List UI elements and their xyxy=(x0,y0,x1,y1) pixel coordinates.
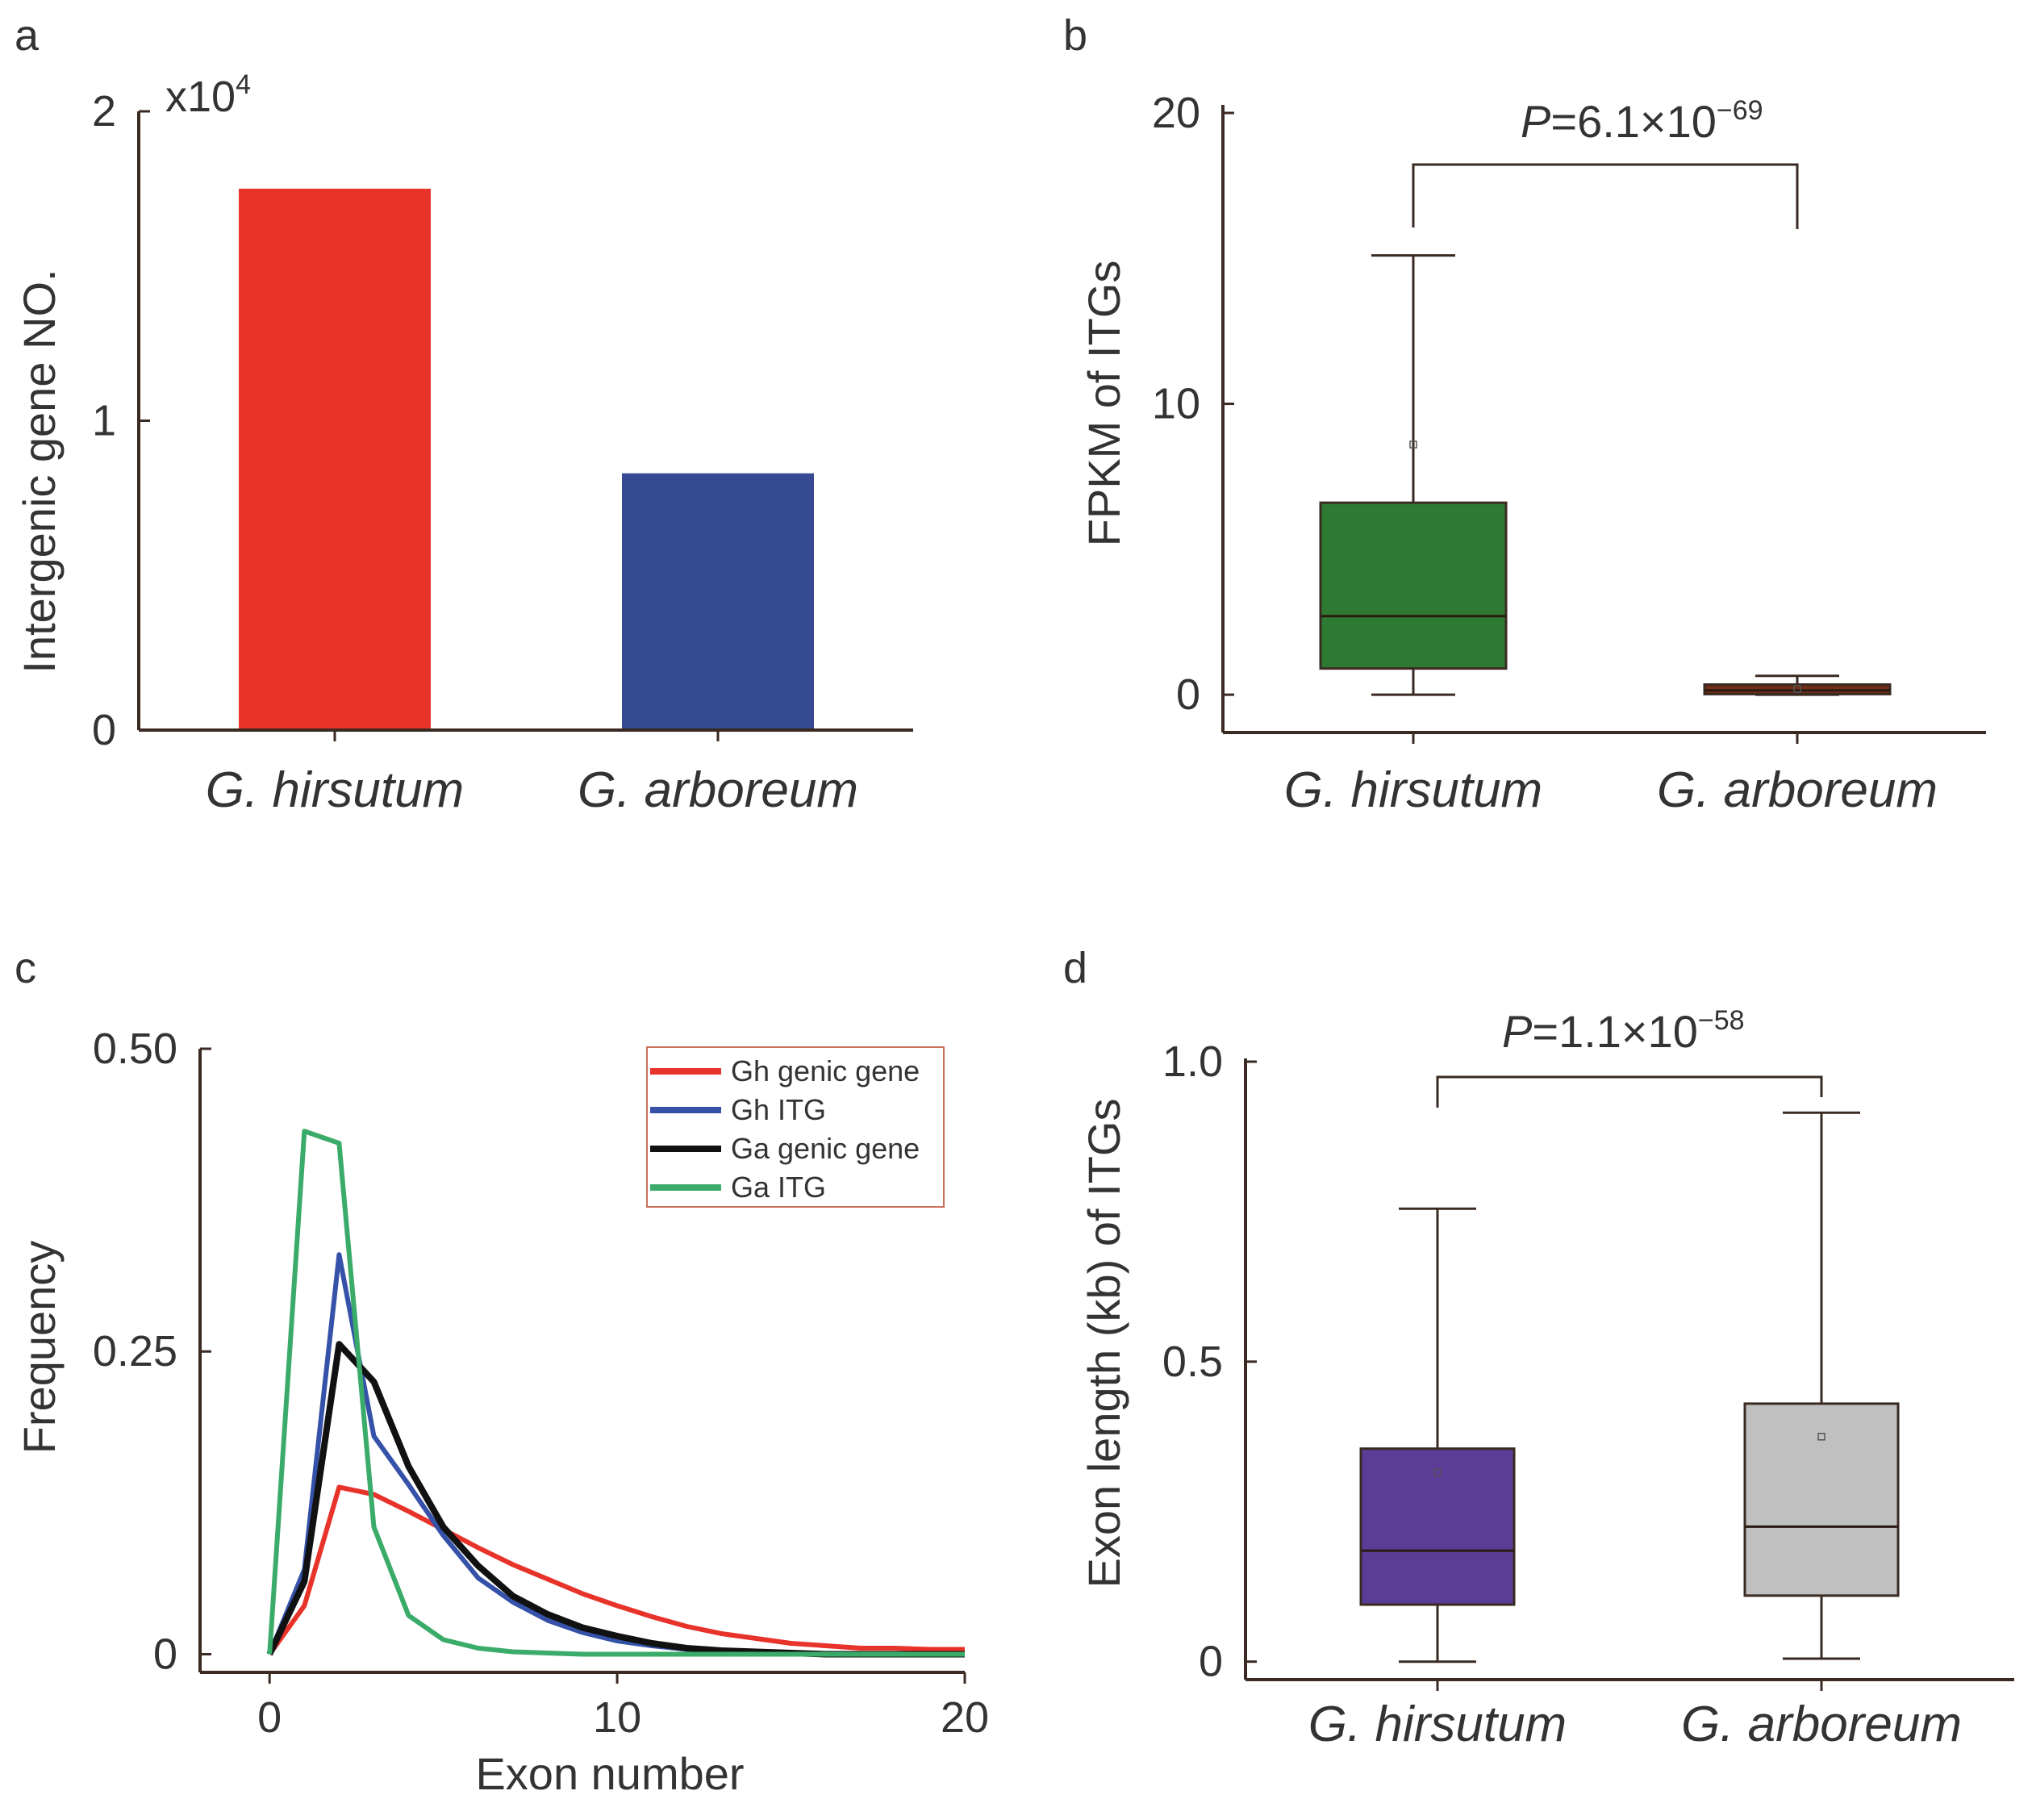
panel-d-pvalue: P=1.1×10−58 xyxy=(1502,1005,1745,1057)
panel-d-ytick-label: 0 xyxy=(1199,1638,1223,1686)
panel-a-ylabel: Intergenic gene NO. xyxy=(14,269,65,673)
panel-d-ylabel: Exon length (kb) of ITGs xyxy=(1079,1099,1129,1588)
panel-b-category-label: G. arboreum xyxy=(1657,762,1938,818)
series-line-ga-itg xyxy=(267,1129,965,1657)
panel-d-category-label: G. hirsutum xyxy=(1308,1697,1567,1752)
panel-b-category-label: G. hirsutum xyxy=(1284,762,1542,818)
panel-c-ytick-label: 0 xyxy=(153,1630,177,1678)
panel-a-ytick-label: 1 xyxy=(92,397,116,445)
series-line-gh-genic-gene xyxy=(267,1484,965,1656)
panel-b-ytick-label: 0 xyxy=(1176,670,1200,719)
legend-label: Gh genic gene xyxy=(731,1054,920,1087)
panel-a-multiplier: x104 xyxy=(165,69,251,121)
panel-a-bar-chart: Intergenic gene NO. x104 0 1 2 G. hirsutum G… xyxy=(14,69,913,818)
panel-d-significance-bracket xyxy=(1436,1075,1823,1108)
panel-d-ytick-label: 1.0 xyxy=(1162,1037,1223,1086)
panel-label-b: b xyxy=(1063,11,1087,60)
bar-1 xyxy=(239,188,431,730)
legend-label: Ga genic gene xyxy=(731,1132,920,1165)
legend-label: Gh ITG xyxy=(731,1093,826,1126)
panel-b-box-1 xyxy=(1319,501,1508,670)
panel-d-mean-marker xyxy=(1817,1433,1825,1441)
panel-c-xtick-label: 10 xyxy=(593,1693,641,1742)
panel-b-mean-marker xyxy=(1409,440,1417,449)
panel-c-line-chart: Frequency Exon number 0 0.25 0.50 0 10 20 Gh … xyxy=(14,1025,989,1799)
panel-label-d: d xyxy=(1063,944,1087,992)
panel-b-ylabel: FPKM of ITGs xyxy=(1079,261,1129,547)
panel-d-mean-marker xyxy=(1433,1468,1442,1477)
panel-b-box-plot: FPKM of ITGs P=6.1×10−69 0 10 20 G. hirsutu… xyxy=(1079,89,1986,818)
panel-c-ytick-label: 0.50 xyxy=(93,1025,177,1073)
bar-2 xyxy=(622,473,814,730)
panel-b-ytick-label: 20 xyxy=(1152,89,1200,137)
panel-c-xtick-label: 0 xyxy=(257,1693,282,1742)
panel-b-ytick-label: 10 xyxy=(1152,380,1200,428)
panel-c-xtick-label: 20 xyxy=(941,1693,989,1742)
panel-d-box-2 xyxy=(1743,1402,1900,1597)
panel-label-a: a xyxy=(15,11,40,60)
panel-c-xlabel: Exon number xyxy=(475,1748,744,1799)
legend-label: Ga ITG xyxy=(731,1171,826,1204)
panel-c-ytick-label: 0.25 xyxy=(93,1327,177,1375)
panel-b-pvalue: P=6.1×10−69 xyxy=(1521,95,1763,147)
panel-b-significance-bracket xyxy=(1412,163,1799,229)
panel-d-box-1 xyxy=(1359,1447,1516,1606)
series-line-gh-itg xyxy=(267,1252,965,1657)
panel-c-legend: Gh genic gene Gh ITG Ga genic gene Ga ITG xyxy=(646,1046,945,1208)
panel-c-ylabel: Frequency xyxy=(14,1241,65,1455)
panel-a-ytick-label: 0 xyxy=(92,706,116,754)
panel-d-category-label: G. arboreum xyxy=(1681,1697,1962,1752)
panel-a-ytick-label: 2 xyxy=(92,87,116,136)
panel-a-category-label: G. arboreum xyxy=(578,762,858,818)
panel-b-mean-marker xyxy=(1793,685,1801,693)
panel-label-c: c xyxy=(15,944,36,992)
panel-d-ytick-label: 0.5 xyxy=(1162,1338,1223,1386)
panel-a-category-label: G. hirsutum xyxy=(206,762,464,818)
panel-d-box-plot: Exon length (kb) of ITGs P=1.1×10−58 0 0.… xyxy=(1079,1005,2014,1752)
